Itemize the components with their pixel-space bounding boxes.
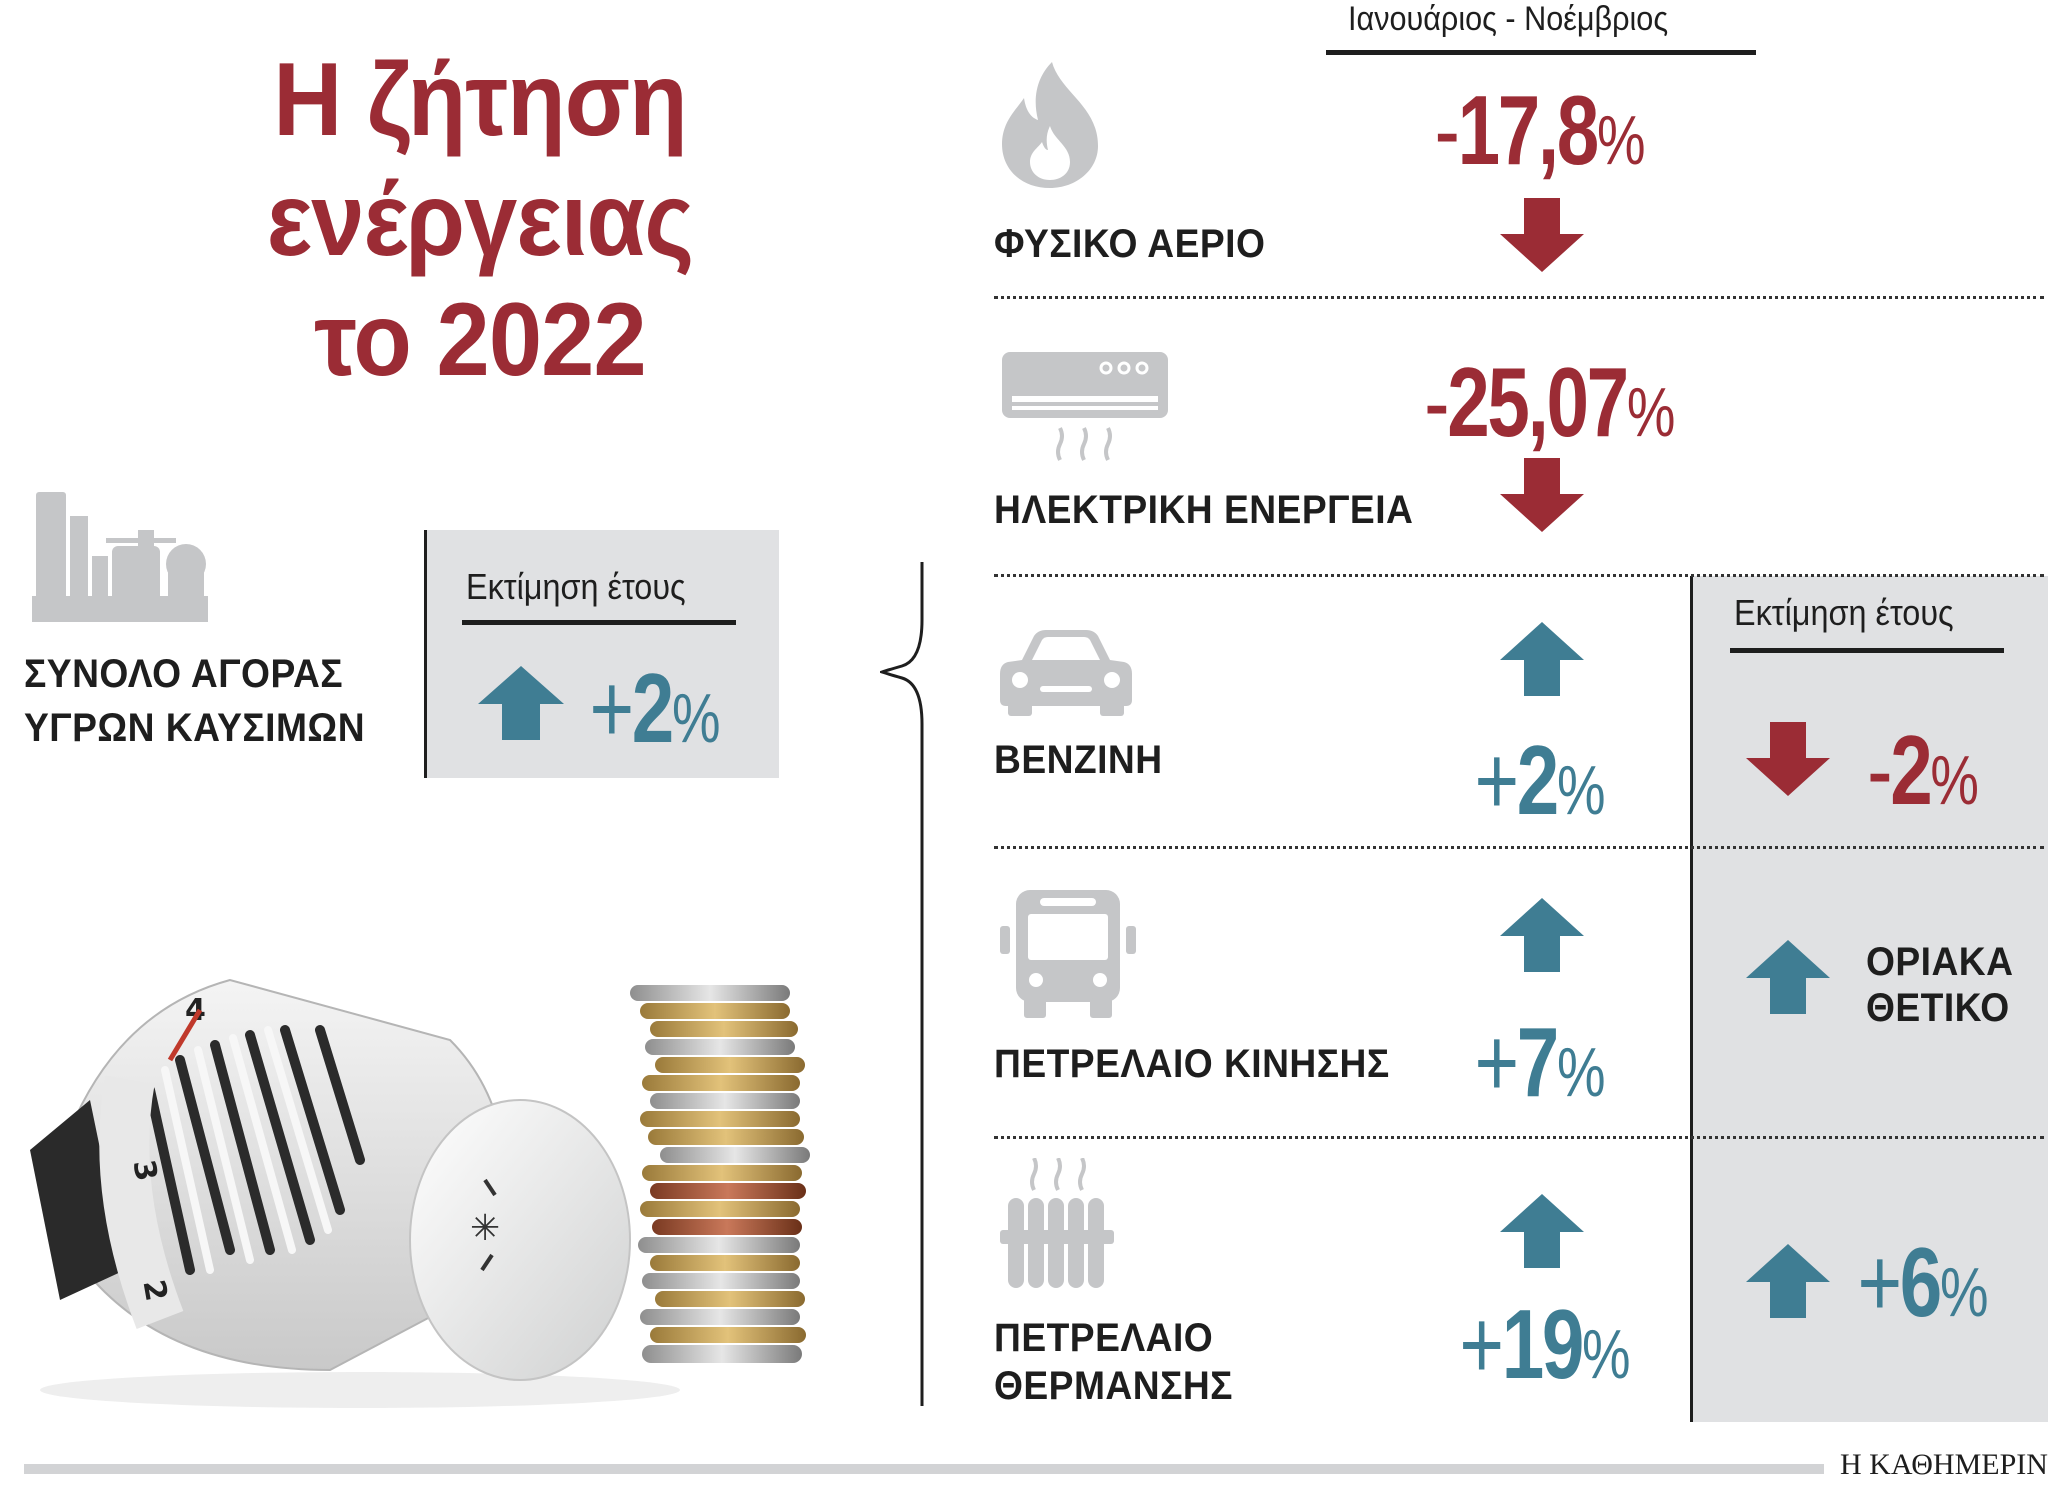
- arrow-up-icon: [478, 666, 564, 740]
- row-separator: [994, 1136, 2044, 1139]
- title-line-1: Η ζήτηση: [273, 42, 688, 158]
- page-title: Η ζήτηση ενέργειας το 2022: [204, 40, 756, 400]
- estimate-column-header: Εκτίμηση έτους: [1734, 592, 1954, 633]
- market-estimate-rule: [462, 620, 736, 625]
- title-line-2: ενέργειας: [266, 162, 694, 278]
- svg-text:✳: ✳: [470, 1208, 500, 1249]
- arrow-up-icon: [1500, 898, 1584, 972]
- footer-bar: [24, 1464, 1824, 1474]
- bracket-connector: [880, 562, 924, 1406]
- arrow-up-icon: [1500, 622, 1584, 696]
- thermostat-coins-image: 4 3 2 ✳: [30, 978, 810, 1408]
- row-value-heating-oil: +19%: [1459, 1289, 1631, 1399]
- car-icon: [1000, 630, 1132, 716]
- arrow-up-icon: [1746, 1244, 1830, 1318]
- row-label-diesel: ΠΕΤΡΕΛΑΙΟ ΚΙΝΗΣΗΣ: [994, 1042, 1390, 1086]
- row-estimate-diesel-line-2: ΘΕΤΙΚΟ: [1866, 986, 2010, 1030]
- period-header: Ιανουάριος - Νοέμβριος: [1348, 0, 1669, 38]
- market-estimate-header: Εκτίμηση έτους: [466, 566, 686, 607]
- row-separator: [994, 846, 2044, 849]
- row-value-petrol: +2%: [1474, 725, 1606, 835]
- row-value-diesel: +7%: [1474, 1007, 1606, 1117]
- arrow-up-icon: [1500, 1194, 1584, 1268]
- dial-number-4: 4: [185, 993, 206, 1028]
- row-estimate-petrol: -2%: [1867, 715, 1979, 825]
- arrow-down-icon: [1746, 722, 1830, 796]
- row-separator: [994, 574, 2044, 577]
- market-box-divider: [424, 530, 427, 778]
- arrow-up-icon: [1746, 940, 1830, 1014]
- bus-icon: [1000, 890, 1136, 1018]
- row-label-heating-oil-line-1: ΠΕΤΡΕΛΑΙΟ: [994, 1316, 1214, 1360]
- air-conditioner-icon: [1002, 352, 1168, 461]
- row-estimate-heating-oil: +6%: [1857, 1227, 1989, 1337]
- row-label-heating-oil-line-2: ΘΕΡΜΑΝΣΗΣ: [994, 1364, 1233, 1408]
- row-value-natural-gas: -17,8%: [1434, 75, 1646, 185]
- flame-icon: [1002, 62, 1098, 188]
- refinery-icon: [32, 492, 208, 622]
- footer-brand: Η ΚΑΘΗΜΕΡΙΝΗ: [1840, 1448, 2048, 1481]
- arrow-down-icon: [1500, 198, 1584, 272]
- row-label-petrol: ΒΕΝΖΙΝΗ: [994, 738, 1163, 782]
- row-value-electricity: -25,07%: [1424, 347, 1676, 457]
- row-label-electricity: ΗΛΕΚΤΡΙΚΗ ΕΝΕΡΓΕΙΑ: [994, 488, 1414, 532]
- period-header-rule: [1326, 50, 1756, 55]
- arrow-down-icon: [1500, 458, 1584, 532]
- estimate-column-divider: [1690, 576, 1693, 1422]
- row-separator: [994, 296, 2044, 299]
- market-estimate-value: +2%: [589, 653, 721, 763]
- row-label-natural-gas: ΦΥΣΙΚΟ ΑΕΡΙΟ: [994, 222, 1266, 266]
- row-estimate-diesel-line-1: ΟΡΙΑΚΑ: [1866, 940, 2014, 984]
- estimate-column-rule: [1730, 648, 2004, 653]
- market-estimate-box: [427, 530, 779, 778]
- title-line-3: το 2022: [314, 282, 646, 398]
- market-total-label-2: ΥΓΡΩΝ ΚΑΥΣΙΜΩΝ: [24, 706, 366, 750]
- radiator-icon: [1000, 1158, 1114, 1288]
- market-total-label-1: ΣΥΝΟΛΟ ΑΓΟΡΑΣ: [24, 652, 344, 696]
